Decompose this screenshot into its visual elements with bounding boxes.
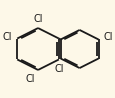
Text: Cl: Cl bbox=[54, 64, 64, 74]
Text: Cl: Cl bbox=[33, 14, 42, 24]
Text: Cl: Cl bbox=[26, 74, 35, 84]
Text: Cl: Cl bbox=[3, 32, 12, 42]
Text: Cl: Cl bbox=[102, 32, 112, 42]
